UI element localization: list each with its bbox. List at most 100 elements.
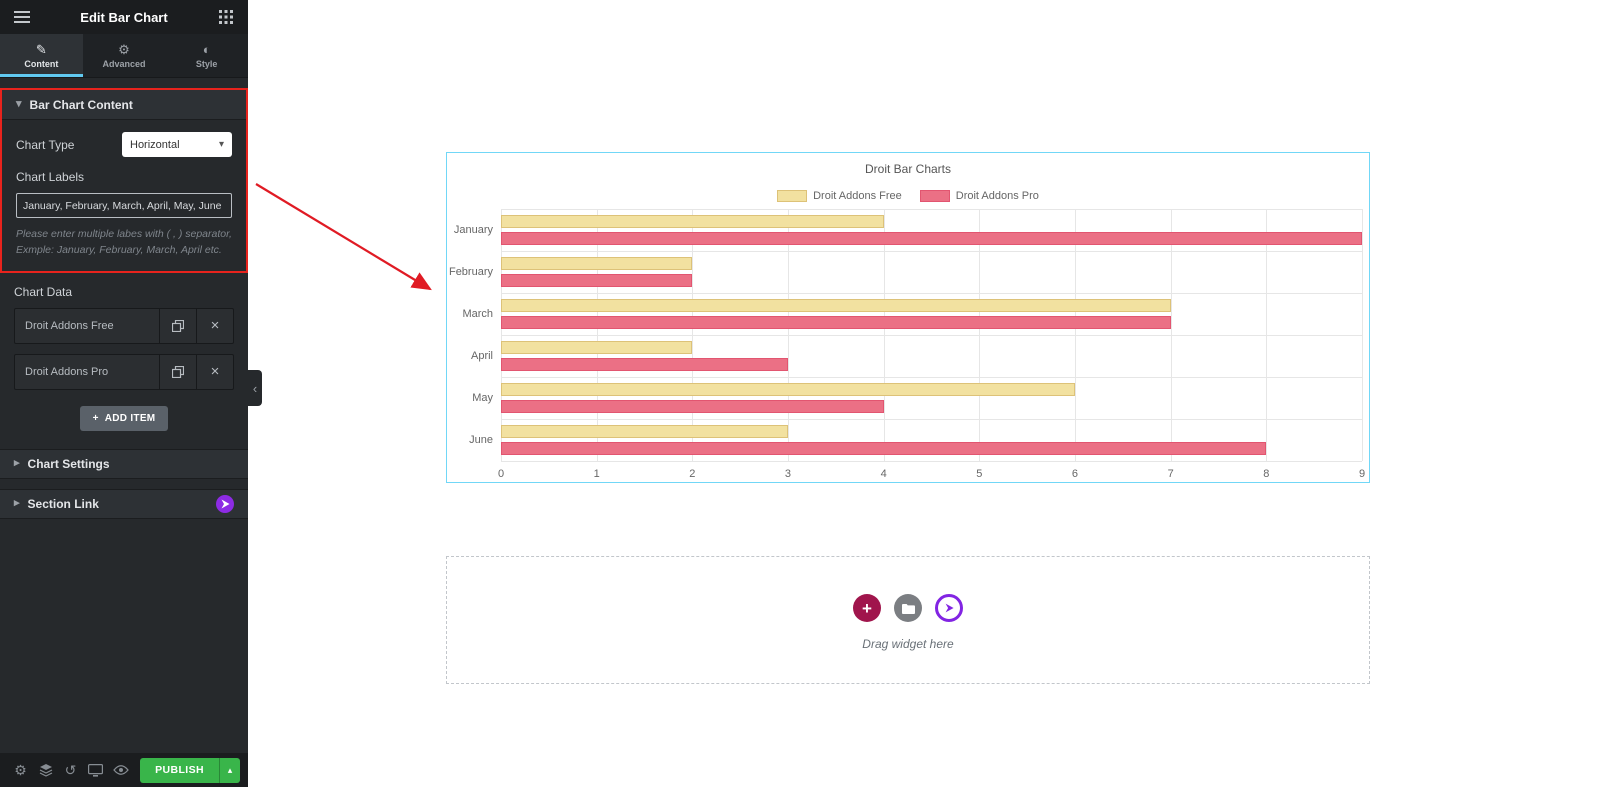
- category-band: March: [462, 293, 1362, 335]
- close-icon: ×: [210, 317, 220, 334]
- panel-collapse-handle[interactable]: ‹: [248, 370, 262, 406]
- category-band: June: [469, 419, 1362, 461]
- repeater-item: ×: [14, 353, 234, 390]
- panel-header: Edit Bar Chart: [0, 0, 248, 34]
- drop-hint-text: Drag widget here: [862, 637, 954, 651]
- caret-up-icon: ▴: [227, 764, 233, 775]
- y-category-label: February: [448, 266, 493, 278]
- chart-labels-input[interactable]: [16, 193, 232, 218]
- duplicate-item-button[interactable]: [159, 308, 196, 343]
- remove-item-button[interactable]: ×: [196, 354, 233, 389]
- contrast-icon: ◐: [202, 41, 211, 57]
- section-chart-settings[interactable]: ▸ Chart Settings: [0, 448, 248, 479]
- bar-series-0: [501, 215, 884, 228]
- droit-logo-icon: [216, 494, 234, 513]
- menu-button[interactable]: [0, 0, 44, 34]
- add-item-button[interactable]: + ADD ITEM: [79, 405, 169, 431]
- widgets-grid-button[interactable]: [204, 0, 248, 34]
- drop-actions: +: [447, 594, 1369, 622]
- settings-button[interactable]: ⚙: [8, 753, 33, 787]
- chart-plot: 0 1 2 3 4 5 6 7 8 9 January February March April May Ju…: [449, 209, 1365, 480]
- monitor-icon: [88, 763, 103, 777]
- caret-right-icon: ▸: [14, 497, 20, 509]
- chart-type-select[interactable]: Horizontal ▾: [122, 132, 232, 157]
- y-category-label: April: [470, 350, 493, 362]
- grid-icon: [219, 10, 233, 24]
- history-button[interactable]: ↺: [58, 753, 83, 787]
- gridline: [501, 293, 1362, 294]
- chart-legend: Droit Addons Free Droit Addons Pro: [447, 190, 1369, 202]
- tab-style[interactable]: ◐ Style: [165, 34, 248, 77]
- repeater-item-name-input[interactable]: [15, 308, 159, 343]
- select-value: Horizontal: [130, 138, 180, 151]
- plus-icon: +: [862, 598, 872, 618]
- legend-item[interactable]: Droit Addons Pro: [919, 190, 1039, 202]
- gridline: [501, 419, 1362, 420]
- x-tick-label: 5: [976, 468, 983, 480]
- gear-icon: ⚙: [118, 41, 130, 57]
- gridline: [501, 377, 1362, 378]
- x-tick-label: 0: [497, 468, 505, 480]
- y-category-label: January: [453, 224, 493, 236]
- layers-icon: [39, 764, 52, 777]
- bar-series-1: [501, 232, 1362, 245]
- bar-series-1: [501, 316, 1171, 329]
- tab-label: Advanced: [102, 58, 146, 69]
- pencil-icon: ✎: [35, 41, 47, 57]
- bar-series-0: [501, 257, 693, 270]
- droit-logo-icon: [945, 603, 954, 613]
- bar-series-1: [501, 442, 1267, 455]
- bar-chart-widget[interactable]: Droit Bar Charts Droit Addons Free Droit …: [446, 152, 1370, 483]
- remove-item-button[interactable]: ×: [196, 308, 233, 343]
- bar-series-0: [501, 383, 1075, 396]
- tab-advanced[interactable]: ⚙ Advanced: [83, 34, 166, 77]
- bar-series-0: [501, 299, 1171, 312]
- drop-area[interactable]: + Drag widget here: [446, 556, 1370, 684]
- publish-button[interactable]: PUBLISH: [140, 757, 219, 783]
- y-category-label: June: [469, 434, 493, 446]
- droit-addons-button[interactable]: [935, 594, 963, 622]
- chart-labels-label: Chart Labels: [16, 170, 85, 184]
- copy-icon: [172, 319, 184, 332]
- gridline: [501, 461, 1362, 462]
- field-helper-text: Please enter multiple labes with ( , ) s…: [16, 228, 232, 256]
- hamburger-icon: [14, 11, 30, 23]
- category-band: April: [471, 335, 1362, 377]
- section-section-link[interactable]: ▸ Section Link: [0, 488, 248, 519]
- elementor-panel: Edit Bar Chart ✎ Content ⚙ Advanced ◐ St…: [0, 0, 248, 787]
- chart-type-label: Chart Type: [16, 137, 75, 152]
- responsive-mode-button[interactable]: [83, 753, 108, 787]
- highlight-box: ▾ Bar Chart Content Chart Type Horizonta…: [0, 88, 248, 273]
- y-category-label: March: [462, 308, 493, 320]
- preview-button[interactable]: [108, 753, 133, 787]
- duplicate-item-button[interactable]: [159, 354, 196, 389]
- navigator-button[interactable]: [33, 753, 58, 787]
- close-icon: ×: [210, 363, 220, 380]
- gridline: [501, 335, 1362, 336]
- gridline: [501, 251, 1362, 252]
- legend-swatch: [919, 190, 950, 202]
- editor-canvas: Droit Bar Charts Droit Addons Free Droit …: [248, 0, 1600, 787]
- section-bar-chart-content[interactable]: ▾ Bar Chart Content: [2, 90, 246, 120]
- repeater-item-name-input[interactable]: [15, 354, 159, 389]
- legend-item[interactable]: Droit Addons Free: [777, 190, 902, 202]
- tab-label: Content: [24, 58, 59, 69]
- plus-icon: +: [92, 412, 99, 424]
- bar-series-1: [501, 400, 884, 413]
- publish-options-button[interactable]: ▴: [219, 757, 240, 783]
- bar-series-1: [501, 358, 788, 371]
- template-library-button[interactable]: [894, 594, 922, 622]
- droit-pro-badge: [216, 494, 234, 513]
- chevron-left-icon: ‹: [252, 380, 258, 396]
- add-section-button[interactable]: +: [853, 594, 881, 622]
- x-tick-label: 1: [593, 468, 600, 480]
- gridline: [1362, 209, 1363, 461]
- gridline: [501, 209, 1362, 210]
- panel-body: ▾ Bar Chart Content Chart Type Horizonta…: [0, 78, 248, 753]
- caret-right-icon: ▸: [14, 457, 20, 469]
- eye-icon: [112, 765, 129, 775]
- tab-content[interactable]: ✎ Content: [0, 34, 83, 77]
- section-title: Bar Chart Content: [29, 97, 133, 112]
- bar-series-1: [501, 274, 693, 287]
- add-item-label: ADD ITEM: [104, 412, 156, 424]
